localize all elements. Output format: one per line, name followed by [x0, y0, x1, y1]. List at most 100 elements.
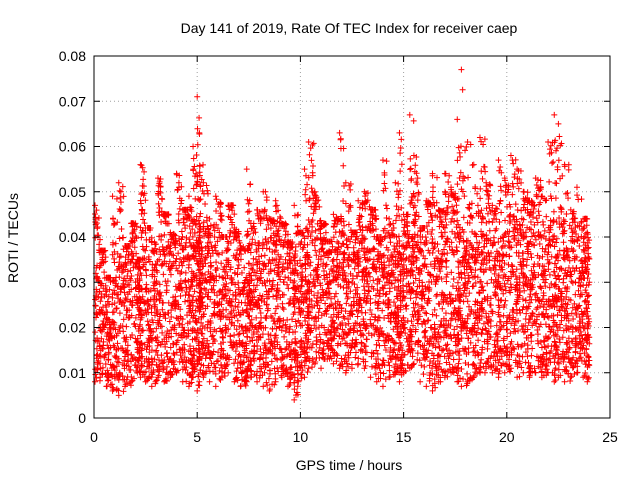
roti-point [135, 325, 142, 332]
roti-point [195, 250, 202, 257]
roti-point [140, 216, 147, 223]
roti-point [154, 307, 161, 314]
roti-point [191, 363, 198, 370]
roti-point [141, 190, 148, 197]
roti-point [163, 363, 170, 370]
roti-point [181, 346, 188, 353]
roti-point [118, 263, 125, 270]
roti-point [177, 292, 184, 299]
roti-point [180, 332, 187, 339]
roti-point [187, 357, 194, 364]
roti-point [162, 252, 169, 259]
roti-point [170, 365, 177, 372]
roti-point [135, 266, 142, 273]
roti-min-point [121, 383, 128, 390]
roti-point [159, 360, 166, 367]
roti-point [197, 210, 204, 217]
roti-point [196, 213, 203, 220]
roti-point [176, 284, 183, 291]
roti-point [195, 371, 202, 378]
roti-point [178, 200, 185, 207]
roti-point [166, 258, 173, 265]
roti-point [168, 327, 175, 334]
roti-point [141, 168, 148, 175]
roti-point [119, 345, 126, 352]
roti-point [185, 252, 192, 259]
roti-point [156, 289, 163, 296]
roti-point [155, 188, 162, 195]
roti-point [176, 235, 183, 242]
roti-point [109, 381, 116, 388]
roti-point [128, 256, 135, 263]
roti-point [180, 215, 187, 222]
roti-point [116, 254, 123, 261]
roti-point [131, 293, 138, 300]
roti-point [159, 299, 166, 306]
roti-point [156, 281, 163, 288]
roti-point [99, 364, 106, 371]
roti-point [182, 225, 189, 232]
roti-point [117, 253, 124, 260]
roti-point [131, 375, 138, 382]
roti-point [99, 254, 106, 261]
roti-point [96, 343, 103, 350]
roti-point [92, 211, 99, 218]
roti-point [106, 286, 113, 293]
roti-point [117, 199, 124, 206]
roti-point [114, 340, 121, 347]
roti-point [122, 260, 129, 267]
roti-point [132, 314, 139, 321]
roti-point [138, 210, 145, 217]
roti-point [116, 310, 123, 317]
roti-point [133, 260, 140, 267]
roti-point [175, 284, 182, 291]
roti-point [122, 347, 129, 354]
roti-point [182, 298, 189, 305]
roti-point [118, 286, 125, 293]
roti-point [187, 204, 194, 211]
roti-point [116, 187, 123, 194]
roti-point [130, 253, 137, 260]
roti-point [119, 183, 126, 190]
roti-point [150, 285, 157, 292]
roti-point [145, 321, 152, 328]
roti-min-point [103, 383, 110, 390]
roti-point [191, 335, 198, 342]
roti-point [140, 183, 147, 190]
roti-point [128, 273, 135, 280]
roti-point [128, 352, 135, 359]
roti-point [169, 235, 176, 242]
roti-point [167, 368, 174, 375]
roti-point [96, 241, 103, 248]
roti-point [150, 319, 157, 326]
roti-point [139, 345, 146, 352]
roti-point [144, 377, 151, 384]
roti-point [197, 289, 204, 296]
roti-point [154, 334, 161, 341]
roti-point [168, 307, 175, 314]
roti-point [180, 258, 187, 265]
roti-point [105, 349, 112, 356]
roti-point [97, 308, 104, 315]
roti-point [156, 205, 163, 212]
roti-point [155, 200, 162, 207]
roti-point [163, 369, 170, 376]
roti-point [111, 289, 118, 296]
roti-point [127, 260, 134, 267]
roti-point [155, 209, 162, 216]
roti-min-point [97, 374, 104, 381]
roti-point [137, 270, 144, 277]
roti-point [137, 332, 144, 339]
roti-point [142, 286, 149, 293]
roti-point [106, 301, 113, 308]
roti-point [110, 364, 117, 371]
roti-point [146, 343, 153, 350]
roti-point [124, 268, 131, 275]
roti-point [109, 278, 116, 285]
roti-point [141, 300, 148, 307]
roti-point [194, 125, 201, 132]
roti-min-point [128, 378, 135, 385]
roti-point [163, 350, 170, 357]
roti-min-point [190, 374, 197, 381]
roti-min-point [185, 383, 192, 390]
